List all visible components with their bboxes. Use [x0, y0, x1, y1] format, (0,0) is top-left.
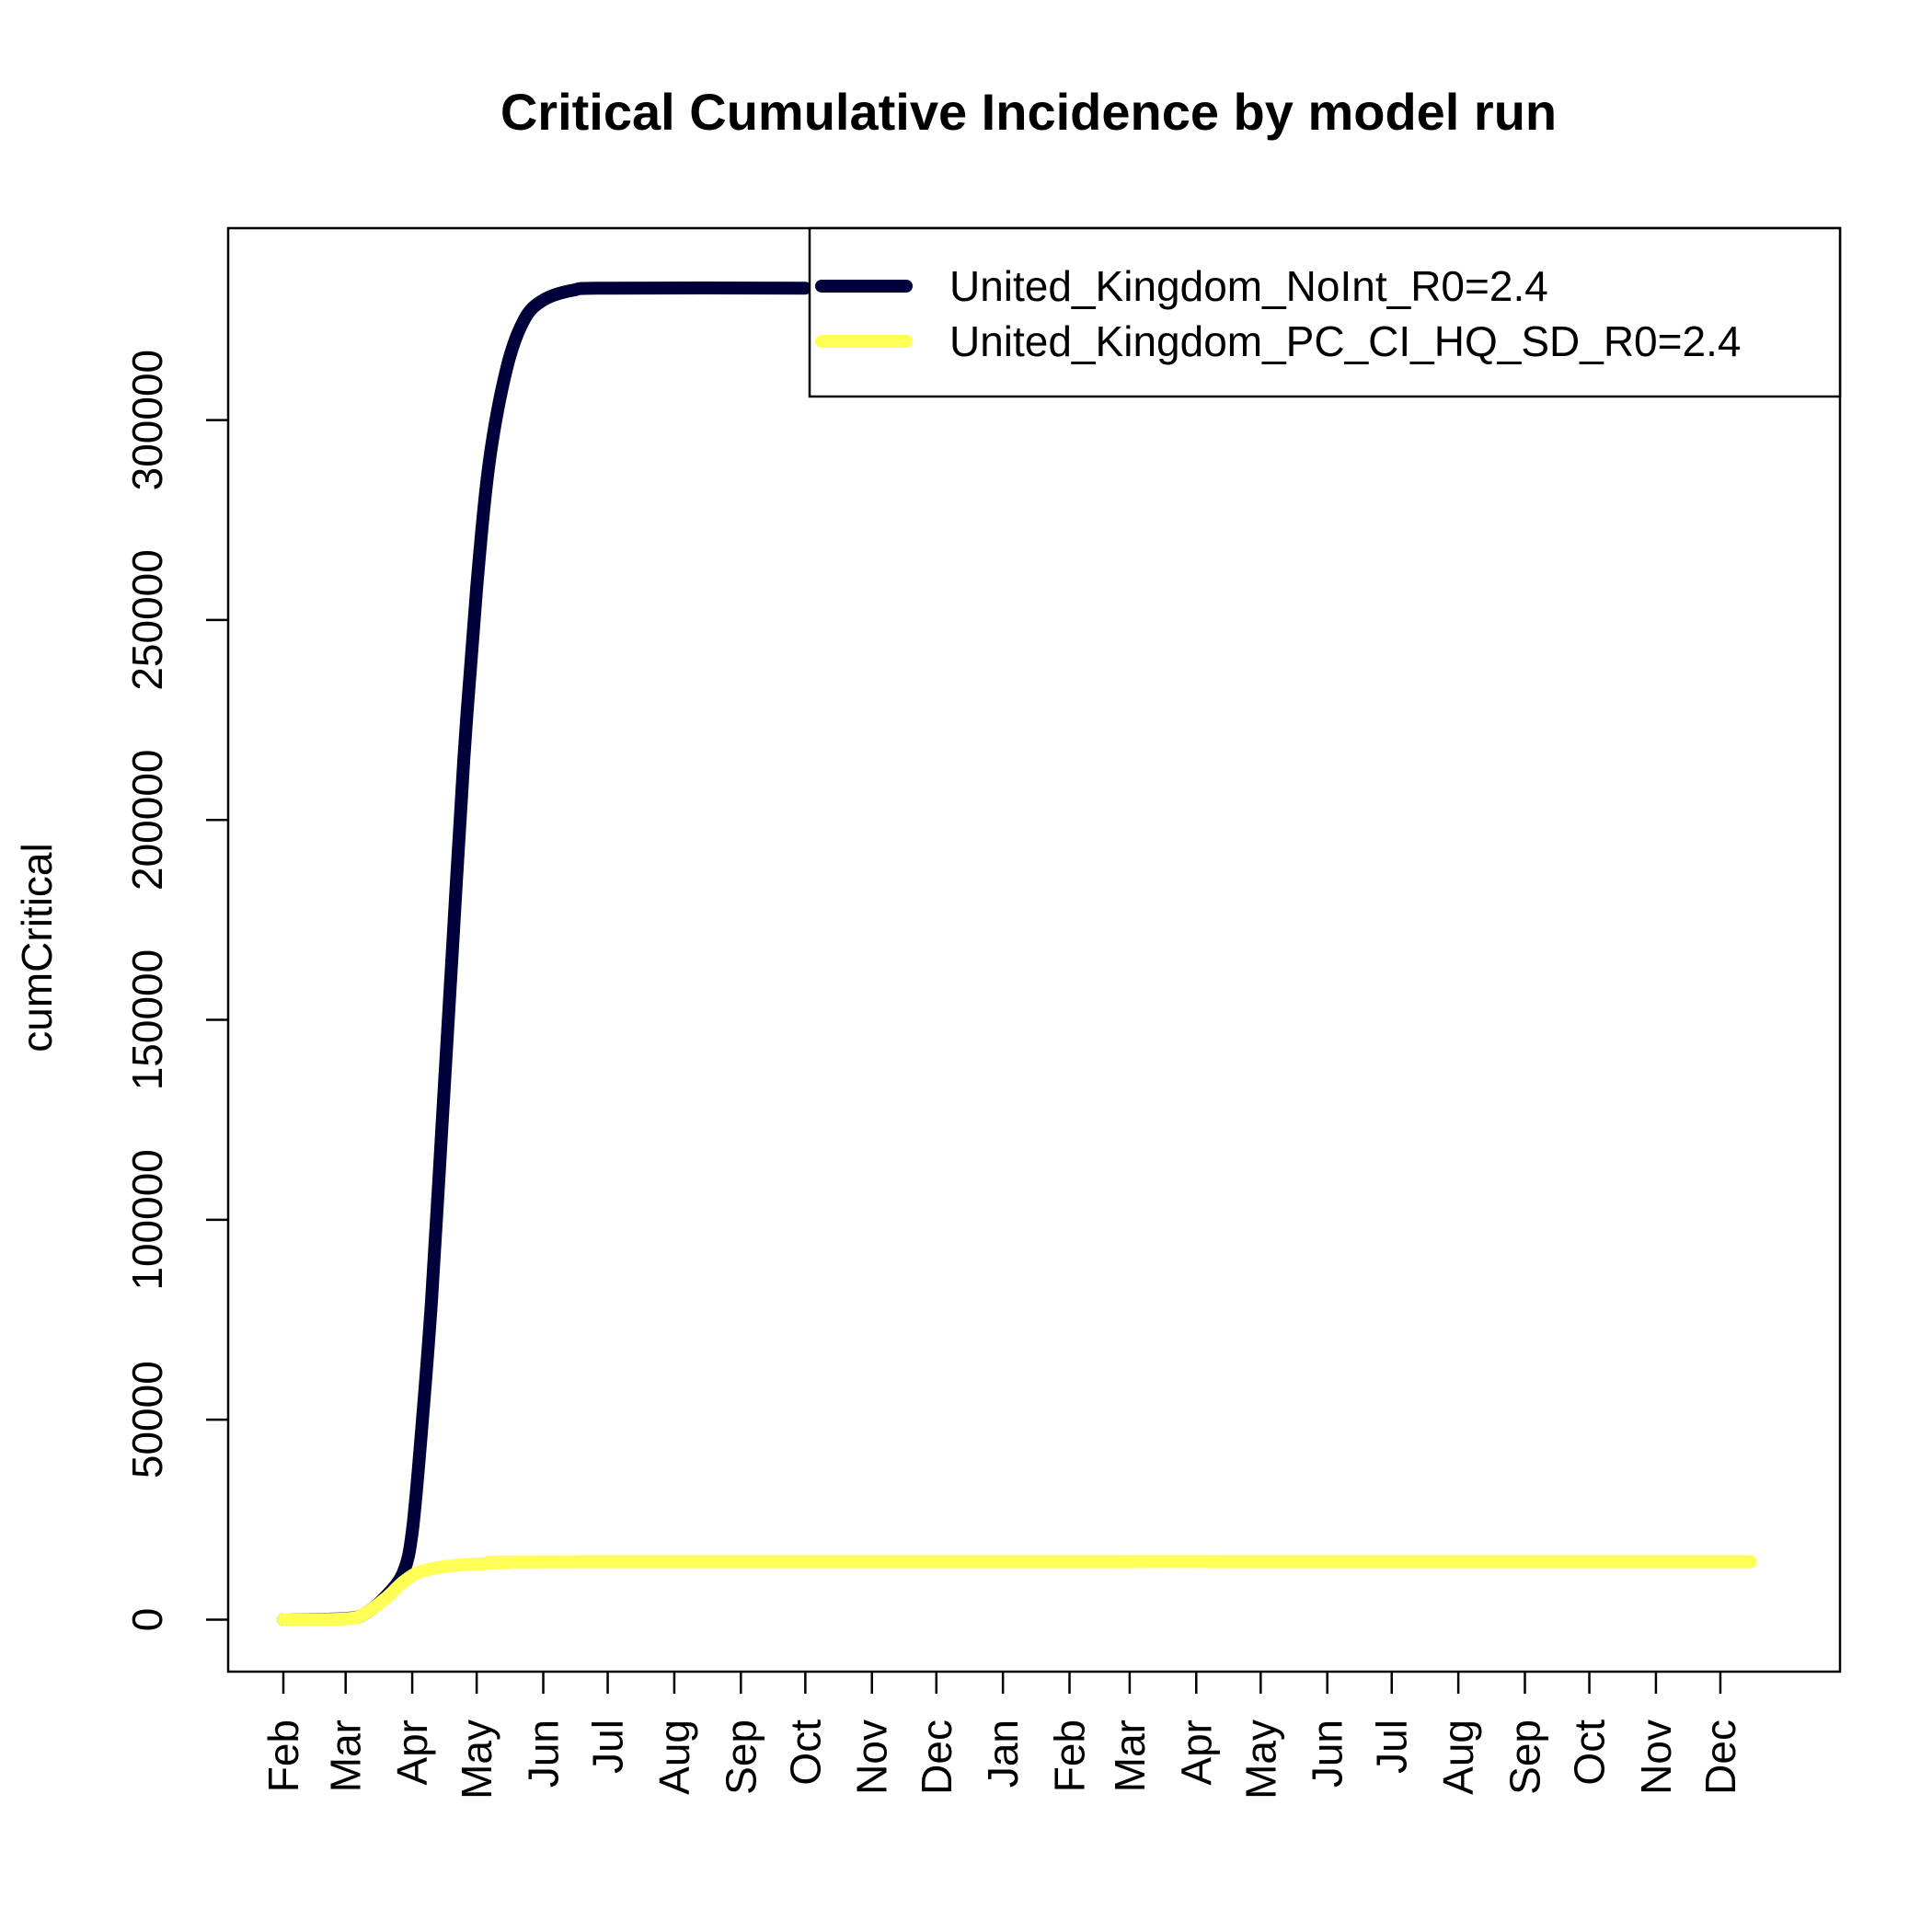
- plot-frame: [226, 226, 1842, 1673]
- x-tick-label: Mar: [1106, 1719, 1154, 1792]
- x-tick-label: Aug: [650, 1719, 698, 1795]
- x-tick-label: May: [1236, 1719, 1284, 1800]
- y-tick-label: 250000: [123, 549, 171, 691]
- y-tick-label: 200000: [123, 749, 171, 891]
- legend-box: [808, 226, 1842, 398]
- legend-label-noint: United_Kingdom_NoInt_R0=2.4: [949, 262, 1548, 310]
- chart-title: Critical Cumulative Incidence by model r…: [500, 83, 1557, 141]
- x-tick-label: Oct: [1566, 1719, 1614, 1786]
- x-tick-label: Jan: [979, 1719, 1027, 1788]
- y-tick-label: 300000: [123, 350, 171, 491]
- x-tick-label: May: [453, 1719, 500, 1800]
- legend-label-pc-ci-hq-sd: United_Kingdom_PC_CI_HQ_SD_R0=2.4: [949, 317, 1741, 365]
- x-tick-label: Jul: [584, 1719, 632, 1774]
- x-tick-label: Oct: [781, 1719, 829, 1786]
- series-lines: [277, 282, 1757, 1627]
- x-tick-label: Nov: [1632, 1719, 1680, 1795]
- x-tick-label: Aug: [1434, 1719, 1482, 1795]
- x-tick-label: Sep: [717, 1719, 765, 1795]
- y-tick-label: 150000: [123, 949, 171, 1091]
- x-tick-label: Mar: [322, 1719, 370, 1792]
- x-tick-label: Feb: [259, 1719, 307, 1792]
- series-line-1: [277, 1555, 1757, 1627]
- y-tick-label: 0: [123, 1608, 171, 1632]
- x-tick-label: Apr: [388, 1719, 436, 1786]
- y-tick-label: 100000: [123, 1149, 171, 1291]
- x-tick-label: Nov: [848, 1719, 896, 1795]
- x-tick-label: Dec: [1696, 1719, 1744, 1795]
- series-line-0: [277, 282, 812, 1627]
- x-tick-label: Jun: [1304, 1719, 1351, 1788]
- x-tick-label: Sep: [1501, 1719, 1548, 1795]
- x-tick-label: Apr: [1172, 1719, 1220, 1786]
- x-tick-label: Jun: [520, 1719, 568, 1788]
- x-axis: Feb Mar Apr May Jun Jul Aug Sep Oct Nov Dec Jan Feb M…: [259, 1672, 1744, 1800]
- legend: United_Kingdom_NoInt_R0=2.4 United_Kingd…: [808, 226, 1842, 398]
- x-tick-label: Dec: [913, 1719, 960, 1795]
- y-axis: 0 50000 100000 150000 200000 250000 300000: [123, 350, 228, 1631]
- x-tick-label: Feb: [1046, 1719, 1094, 1792]
- y-axis-label: cumCritical: [13, 843, 61, 1052]
- y-tick-label: 50000: [123, 1361, 171, 1478]
- x-tick-label: Jul: [1368, 1719, 1416, 1774]
